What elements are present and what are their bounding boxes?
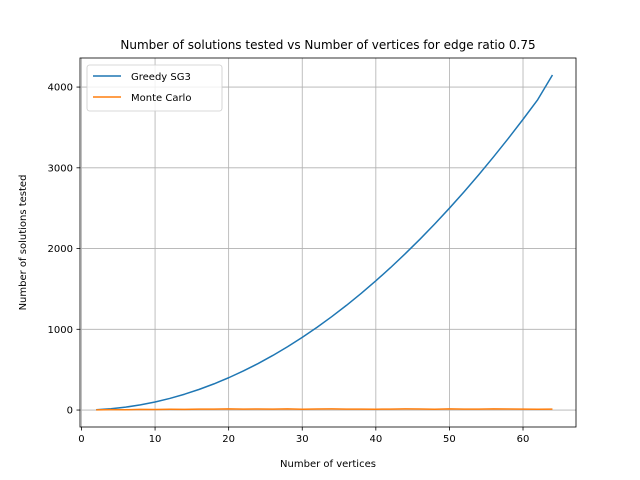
y-tick-label: 2000 [48, 244, 73, 255]
y-tick-label: 4000 [48, 83, 73, 94]
y-tick-label: 3000 [48, 163, 73, 174]
y-axis-label: Number of solutions tested [18, 175, 29, 311]
legend-label-1: Greedy SG3 [131, 72, 191, 83]
legend-label-2: Monte Carlo [131, 93, 191, 104]
legend: Greedy SG3 Monte Carlo [86, 64, 223, 112]
x-tick-label: 40 [369, 434, 382, 445]
series-lines [96, 74, 554, 411]
series-line-2 [96, 408, 553, 411]
y-axis-ticks: 0 1000 2000 3000 4000 [48, 83, 80, 417]
chart-title: Number of solutions tested vs Number of … [120, 38, 535, 52]
x-axis-ticks: 0 10 20 30 40 50 60 [78, 427, 529, 445]
x-tick-label: 50 [443, 434, 456, 445]
series-line-1 [96, 74, 554, 411]
y-tick-label: 1000 [48, 325, 73, 336]
x-tick-label: 0 [78, 434, 84, 445]
plot-frame [79, 57, 577, 428]
x-tick-label: 30 [296, 434, 309, 445]
x-axis-label: Number of vertices [280, 459, 376, 470]
x-tick-label: 20 [222, 434, 235, 445]
x-tick-label: 60 [517, 434, 530, 445]
x-tick-label: 10 [149, 434, 162, 445]
y-tick-label: 0 [67, 406, 73, 417]
